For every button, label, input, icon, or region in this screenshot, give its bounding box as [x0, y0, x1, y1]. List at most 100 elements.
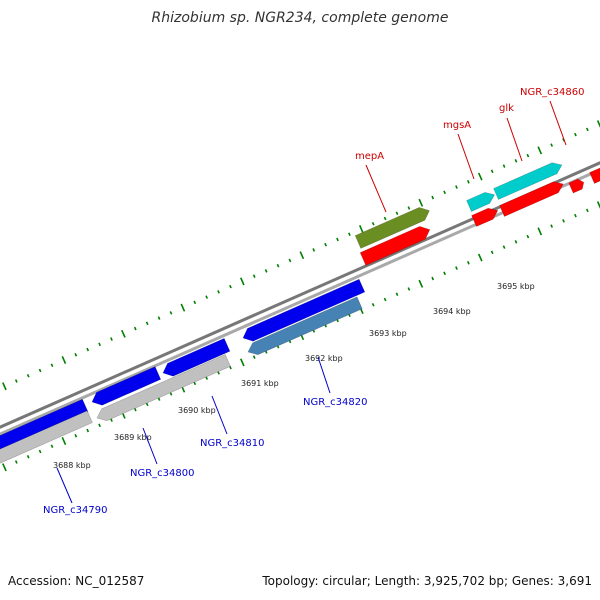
tick-mark [61, 437, 67, 446]
tick-mark [74, 352, 78, 357]
tick-mark [574, 213, 577, 218]
tick-mark [276, 263, 280, 268]
tick-mark [145, 402, 149, 407]
tick-mark [550, 224, 554, 228]
tick-mark [514, 240, 518, 244]
tick-mark [193, 381, 197, 386]
gene-label[interactable]: glk [499, 103, 514, 114]
gene-ngr-c34820[interactable] [247, 296, 363, 356]
tick-mark [110, 418, 113, 422]
gene-label-leader [549, 100, 567, 146]
tick-mark [596, 201, 600, 209]
gene-label[interactable]: mgsA [443, 120, 471, 131]
tick-mark [455, 266, 458, 270]
gene-mgsa-cyan[interactable] [466, 192, 496, 212]
tick-mark [229, 365, 232, 370]
gene-label-leader [506, 117, 523, 162]
gene-glk[interactable] [499, 181, 564, 217]
tick-mark [169, 311, 173, 315]
gene-glk-cyan[interactable] [493, 162, 563, 200]
gene-ngr-c34800[interactable] [91, 366, 162, 406]
gene-label[interactable]: NGR_c34860 [520, 87, 585, 98]
tick-mark [86, 347, 90, 352]
tick-mark [217, 371, 220, 375]
gene-label-leader [142, 427, 158, 465]
tick-mark [537, 146, 543, 155]
tick-mark [14, 379, 18, 383]
tick-mark [502, 164, 506, 168]
gene-label-leader [457, 133, 475, 180]
gene-label[interactable]: mepA [355, 151, 384, 162]
tick-mark [336, 237, 339, 242]
gene-label-leader [56, 467, 73, 504]
tick-mark [443, 271, 446, 276]
tick-mark [133, 407, 137, 412]
tick-mark [205, 295, 209, 299]
accession-text: Accession: NC_012587 [8, 574, 145, 588]
tick-mark [98, 423, 101, 428]
tick-label: 3692 kbp [305, 354, 343, 363]
tick-label: 3694 kbp [433, 307, 471, 316]
tick-mark [50, 444, 54, 449]
gene-mgsa[interactable] [471, 207, 499, 227]
tick-label: 3695 kbp [497, 282, 535, 291]
tick-mark [467, 180, 470, 184]
tick-mark [26, 454, 30, 459]
map-title: Rhizobium sp. NGR234, complete genome [151, 10, 449, 26]
tick-mark [74, 433, 78, 438]
tick-label: 3691 kbp [241, 379, 279, 388]
tick-mark [562, 219, 565, 223]
tick-mark [299, 251, 305, 260]
tick-mark [14, 460, 18, 464]
tick-mark [324, 242, 328, 247]
tick-mark [514, 159, 518, 163]
tick-mark [348, 232, 351, 237]
tick-mark [358, 225, 364, 233]
tick-mark [38, 368, 42, 373]
tick-mark [240, 358, 245, 367]
tick-mark [455, 185, 458, 189]
tick-mark [395, 211, 399, 216]
gene-ngr-c34820-upper[interactable] [242, 278, 366, 342]
tick-mark [550, 143, 554, 147]
tick-mark [526, 234, 530, 239]
tick-mark [490, 169, 494, 174]
tick-mark [50, 363, 54, 368]
tick-mark [383, 297, 387, 302]
gene-ngr-c34810[interactable] [162, 338, 231, 377]
gene-label[interactable]: NGR_c34810 [200, 438, 265, 449]
tick-mark [312, 248, 316, 252]
gene-mepa-olive[interactable] [354, 207, 430, 249]
gene-mepa[interactable] [359, 226, 431, 266]
tick-mark [110, 337, 113, 341]
gene-label[interactable]: NGR_c34800 [130, 468, 195, 479]
tick-label: 3689 kbp [114, 433, 152, 442]
tick-mark [490, 250, 494, 255]
tick-label: 3690 kbp [178, 406, 216, 415]
tick-mark [585, 127, 589, 132]
gene-label[interactable]: NGR_c34820 [303, 397, 368, 408]
tick-mark [383, 216, 387, 221]
tick-mark [180, 303, 186, 312]
tick-mark [407, 206, 411, 210]
gene-ngr-c34860-a[interactable] [568, 178, 585, 194]
genome-backbone [0, 161, 600, 436]
tick-mark [2, 463, 7, 472]
gene-ngr-c34790[interactable] [0, 398, 89, 455]
backbone-line-outer [0, 161, 600, 429]
gene-label-leader [211, 395, 228, 435]
tick-mark [418, 198, 424, 207]
tick-mark [585, 208, 589, 213]
tick-mark [371, 221, 375, 226]
tick-mark [443, 190, 446, 195]
pseudo-feature-1[interactable] [0, 410, 93, 468]
tick-mark [86, 428, 90, 433]
tick-mark [418, 279, 424, 288]
tick-mark [526, 153, 530, 158]
gene-ngr-c34860-b[interactable] [589, 167, 600, 184]
pseudo-feature-2[interactable] [96, 354, 231, 422]
tick-mark [252, 355, 256, 359]
tick-mark [596, 120, 600, 128]
tick-mark [467, 261, 470, 265]
gene-label[interactable]: NGR_c34790 [43, 505, 108, 516]
